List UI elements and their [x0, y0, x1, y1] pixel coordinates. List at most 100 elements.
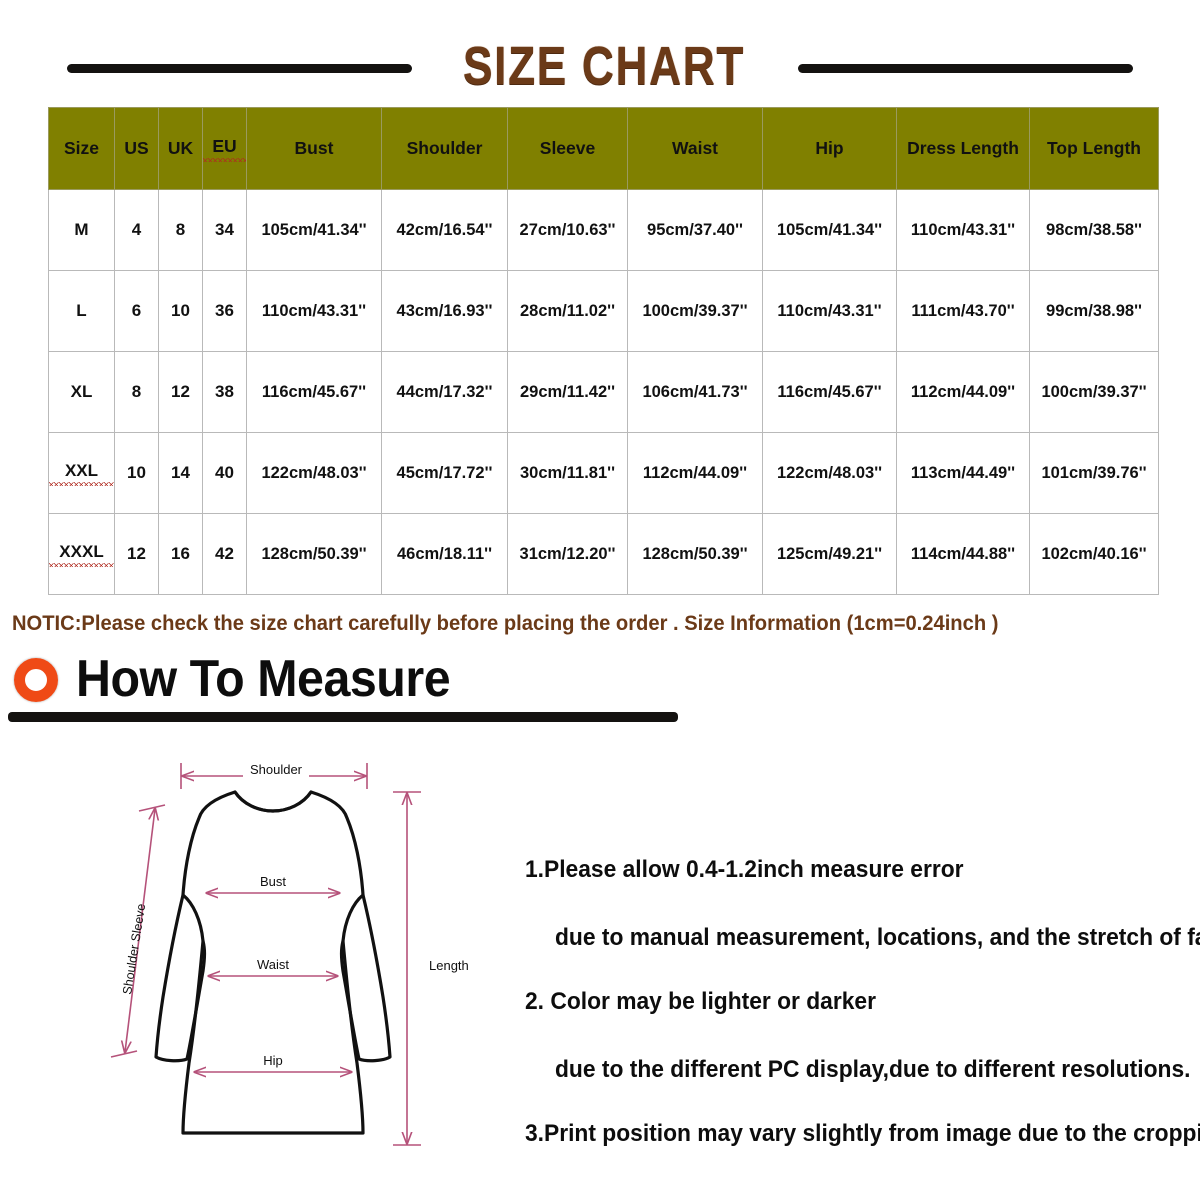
cell-shoulder: 44cm/17.32'' [381, 351, 508, 433]
note-2-sub: due to the different PC display,due to d… [555, 1056, 1191, 1083]
note-3-main: 3.Print position may vary slightly from … [525, 1120, 1200, 1147]
cell-top-length: 99cm/38.98'' [1029, 270, 1159, 352]
length-measure-arrow [393, 791, 421, 1146]
column-header-uk: UK [158, 107, 203, 190]
cell-waist: 95cm/37.40'' [627, 189, 763, 271]
cell-us: 10 [114, 432, 159, 514]
cell-waist: 106cm/41.73'' [627, 351, 763, 433]
column-header-sleeve: Sleeve [507, 107, 628, 190]
column-header-hip: Hip [762, 107, 897, 190]
cell-shoulder: 43cm/16.93'' [381, 270, 508, 352]
cell-waist: 100cm/39.37'' [627, 270, 763, 352]
size-notice-text: NOTIC:Please check the size chart carefu… [12, 612, 999, 635]
diagram-label-shoulder: Shoulder [250, 762, 303, 777]
diagram-label-hip: Hip [263, 1053, 283, 1068]
cell-waist: 128cm/50.39'' [627, 513, 763, 595]
cell-hip: 125cm/49.21'' [762, 513, 897, 595]
cell-eu: 40 [202, 432, 247, 514]
cell-top-length: 102cm/40.16'' [1029, 513, 1159, 595]
column-header-dress-length: Dress Length [896, 107, 1030, 190]
cell-size: M [48, 189, 115, 271]
note-spacer [525, 1014, 1195, 1058]
spellcheck-underline-icon [49, 562, 114, 567]
diagram-label-bust: Bust [260, 874, 286, 889]
cell-top-length: 100cm/39.37'' [1029, 351, 1159, 433]
cell-size-label: XXXL [59, 541, 104, 561]
cell-dress-length: 114cm/44.88'' [896, 513, 1030, 595]
cell-sleeve: 31cm/12.20'' [507, 513, 628, 595]
column-header-eu: EU [202, 107, 247, 190]
dress-outline-icon [154, 790, 392, 1135]
table-row: XL 8 12 38 116cm/45.67'' 44cm/17.32'' 29… [48, 351, 1159, 433]
cell-waist: 112cm/44.09'' [627, 432, 763, 514]
page-title-row: SIZE CHART [0, 30, 1200, 102]
cell-us: 12 [114, 513, 159, 595]
table-row: XXL 10 14 40 122cm/48.03'' 45cm/17.72'' … [48, 432, 1159, 514]
table-header-row: Size US UK EU Bust Shoulder Sleeve Waist… [48, 107, 1159, 190]
cell-us: 8 [114, 351, 159, 433]
table-row: XXXL 12 16 42 128cm/50.39'' 46cm/18.11''… [48, 513, 1159, 595]
cell-sleeve: 30cm/11.81'' [507, 432, 628, 514]
column-header-bust: Bust [246, 107, 382, 190]
shoulder-sleeve-measure-arrow [110, 804, 166, 1058]
diagram-label-waist: Waist [257, 957, 289, 972]
cell-bust: 122cm/48.03'' [246, 432, 382, 514]
column-header-size: Size [48, 107, 115, 190]
spellcheck-underline-icon [203, 157, 246, 162]
cell-uk: 16 [158, 513, 203, 595]
cell-dress-length: 111cm/43.70'' [896, 270, 1030, 352]
cell-eu: 36 [202, 270, 247, 352]
measurement-diagram: Shoulder Bust Waist Hip Length [95, 745, 475, 1175]
cell-hip: 122cm/48.03'' [762, 432, 897, 514]
column-header-shoulder: Shoulder [381, 107, 508, 190]
cell-hip: 105cm/41.34'' [762, 189, 897, 271]
note-2-main: 2. Color may be lighter or darker [525, 988, 876, 1015]
note-1-sub: due to manual measurement, locations, an… [555, 924, 1200, 951]
cell-sleeve: 27cm/10.63'' [507, 189, 628, 271]
how-to-measure-heading: How To Measure [76, 650, 451, 708]
cell-bust: 110cm/43.31'' [246, 270, 382, 352]
cell-sleeve: 28cm/11.02'' [507, 270, 628, 352]
cell-uk: 14 [158, 432, 203, 514]
cell-size: XXXL [48, 513, 115, 595]
cell-uk: 12 [158, 351, 203, 433]
diagram-label-length: Length [429, 958, 469, 973]
cell-size: XXL [48, 432, 115, 514]
title-rule-right [798, 63, 1133, 73]
cell-dress-length: 113cm/44.49'' [896, 432, 1030, 514]
cell-dress-length: 110cm/43.31'' [896, 189, 1030, 271]
how-to-measure-rule [8, 712, 678, 722]
column-header-waist: Waist [627, 107, 763, 190]
size-chart-table: Size US UK EU Bust Shoulder Sleeve Waist… [48, 107, 1159, 595]
cell-bust: 116cm/45.67'' [246, 351, 382, 433]
cell-bust: 105cm/41.34'' [246, 189, 382, 271]
note-1-main: 1.Please allow 0.4-1.2inch measure error [525, 856, 964, 883]
cell-shoulder: 42cm/16.54'' [381, 189, 508, 271]
measurement-notes: 1.Please allow 0.4-1.2inch measure error… [525, 856, 1200, 1147]
column-header-top-length: Top Length [1029, 107, 1159, 190]
cell-shoulder: 46cm/18.11'' [381, 513, 508, 595]
cell-sleeve: 29cm/11.42'' [507, 351, 628, 433]
cell-size: L [48, 270, 115, 352]
column-header-us: US [114, 107, 159, 190]
note-spacer [525, 1082, 1195, 1122]
cell-eu: 34 [202, 189, 247, 271]
cell-eu: 38 [202, 351, 247, 433]
title-rule-left [67, 63, 412, 73]
spellcheck-underline-icon [49, 481, 114, 486]
note-spacer [525, 882, 1195, 926]
cell-top-length: 98cm/38.58'' [1029, 189, 1159, 271]
cell-eu: 42 [202, 513, 247, 595]
cell-bust: 128cm/50.39'' [246, 513, 382, 595]
page-title: SIZE CHART [462, 36, 746, 96]
note-spacer [525, 950, 1195, 990]
cell-size-label: XXL [64, 460, 99, 480]
cell-hip: 116cm/45.67'' [762, 351, 897, 433]
diagram-label-shoulder-sleeve: Shoulder Sleeve [120, 903, 148, 996]
table-row: M 4 8 34 105cm/41.34'' 42cm/16.54'' 27cm… [48, 189, 1159, 271]
cell-shoulder: 45cm/17.72'' [381, 432, 508, 514]
table-row: L 6 10 36 110cm/43.31'' 43cm/16.93'' 28c… [48, 270, 1159, 352]
cell-us: 4 [114, 189, 159, 271]
size-chart-table-wrapper: Size US UK EU Bust Shoulder Sleeve Waist… [48, 107, 1159, 595]
cell-dress-length: 112cm/44.09'' [896, 351, 1030, 433]
